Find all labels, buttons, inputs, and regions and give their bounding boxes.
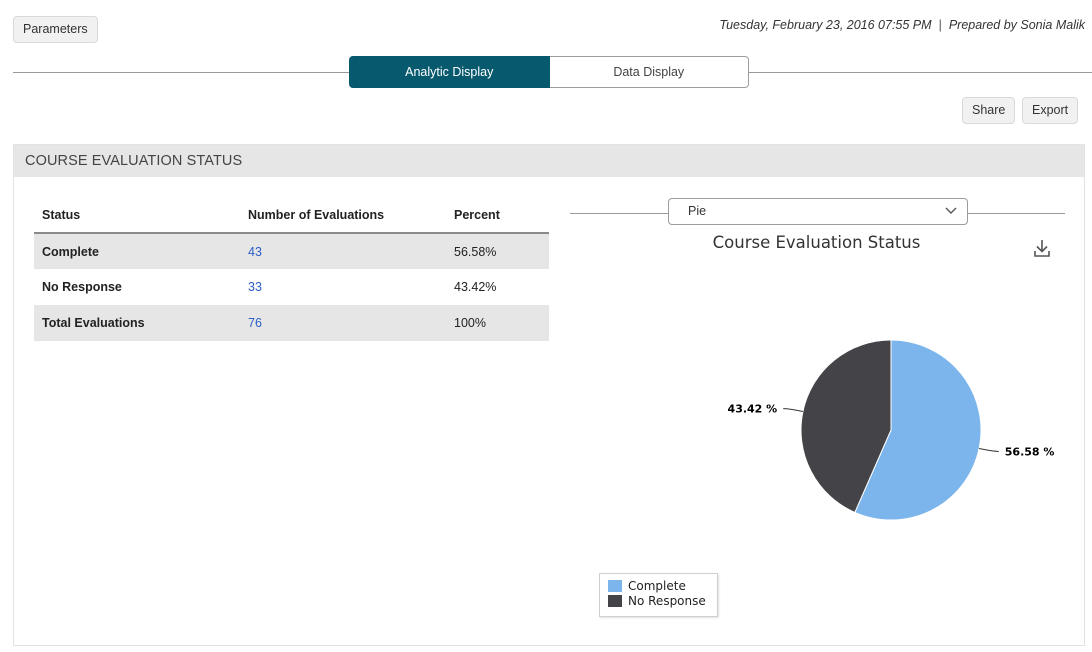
legend-swatch-complete	[608, 579, 622, 592]
report-datetime: Tuesday, February 23, 2016 07:55 PM	[719, 18, 932, 32]
tab-data-display[interactable]: Data Display	[549, 56, 749, 88]
panel-title: COURSE EVALUATION STATUS	[14, 145, 1084, 177]
pie-slice-no-response[interactable]	[800, 339, 892, 514]
column-header-percent: Percent	[446, 197, 549, 234]
table-row: No Response 33 43.42%	[34, 269, 549, 305]
display-tabs: Analytic Display Data Display	[349, 56, 749, 88]
pie-data-label: 56.58 %	[1005, 445, 1055, 458]
row-percent: 43.42%	[454, 280, 497, 294]
count-link[interactable]: 43	[248, 244, 262, 259]
row-status: Complete	[34, 233, 240, 269]
legend-item-complete[interactable]: Complete	[608, 578, 717, 593]
pie-chart: 56.58 % 43.42 %	[728, 339, 1055, 521]
legend-label: Complete	[628, 578, 686, 593]
legend-swatch-no-response	[608, 594, 622, 607]
row-status: No Response	[42, 280, 122, 294]
pie-data-label: 43.42 %	[728, 403, 778, 416]
chart-legend: Complete No Response	[599, 573, 718, 617]
parameters-button[interactable]: Parameters	[13, 16, 98, 43]
tab-analytic-display[interactable]: Analytic Display	[349, 56, 550, 88]
row-status: Total Evaluations	[34, 305, 240, 341]
pie-connector-1	[783, 408, 804, 413]
row-count: 33	[240, 269, 446, 305]
legend-item-no-response[interactable]: No Response	[608, 593, 717, 608]
pie-slice-complete[interactable]	[854, 339, 982, 521]
row-count: 43	[240, 233, 446, 269]
count-link[interactable]: 33	[248, 280, 262, 294]
report-meta: Tuesday, February 23, 2016 07:55 PM | Prep…	[719, 18, 1085, 32]
course-evaluation-panel: COURSE EVALUATION STATUS Status Number o…	[13, 144, 1085, 646]
meta-separator: |	[938, 18, 942, 32]
prepared-by: Prepared by Sonia Malik	[948, 18, 1085, 32]
row-percent: 100%	[446, 305, 549, 341]
column-header-count: Number of Evaluations	[240, 197, 446, 234]
download-icon[interactable]	[1032, 238, 1052, 258]
pie-connector-0	[978, 447, 999, 452]
chart-type-value: Pie	[688, 204, 707, 218]
row-percent: 56.58%	[446, 233, 549, 269]
chart-type-select[interactable]: Pie	[668, 198, 968, 225]
share-button[interactable]: Share	[962, 97, 1016, 124]
row-count: 76	[240, 305, 446, 341]
export-button[interactable]: Export	[1022, 97, 1079, 124]
table-row: Complete 43 56.58%	[34, 233, 549, 269]
count-link[interactable]: 76	[248, 316, 262, 330]
table-header-row: Status Number of Evaluations Percent	[34, 197, 549, 234]
column-header-status: Status	[34, 197, 240, 234]
chart-title: Course Evaluation Status	[712, 233, 921, 252]
table-row: Total Evaluations 76 100%	[34, 305, 549, 341]
status-table: Status Number of Evaluations Percent Com…	[34, 197, 549, 341]
legend-label: No Response	[628, 593, 706, 608]
chevron-down-icon	[945, 207, 957, 214]
